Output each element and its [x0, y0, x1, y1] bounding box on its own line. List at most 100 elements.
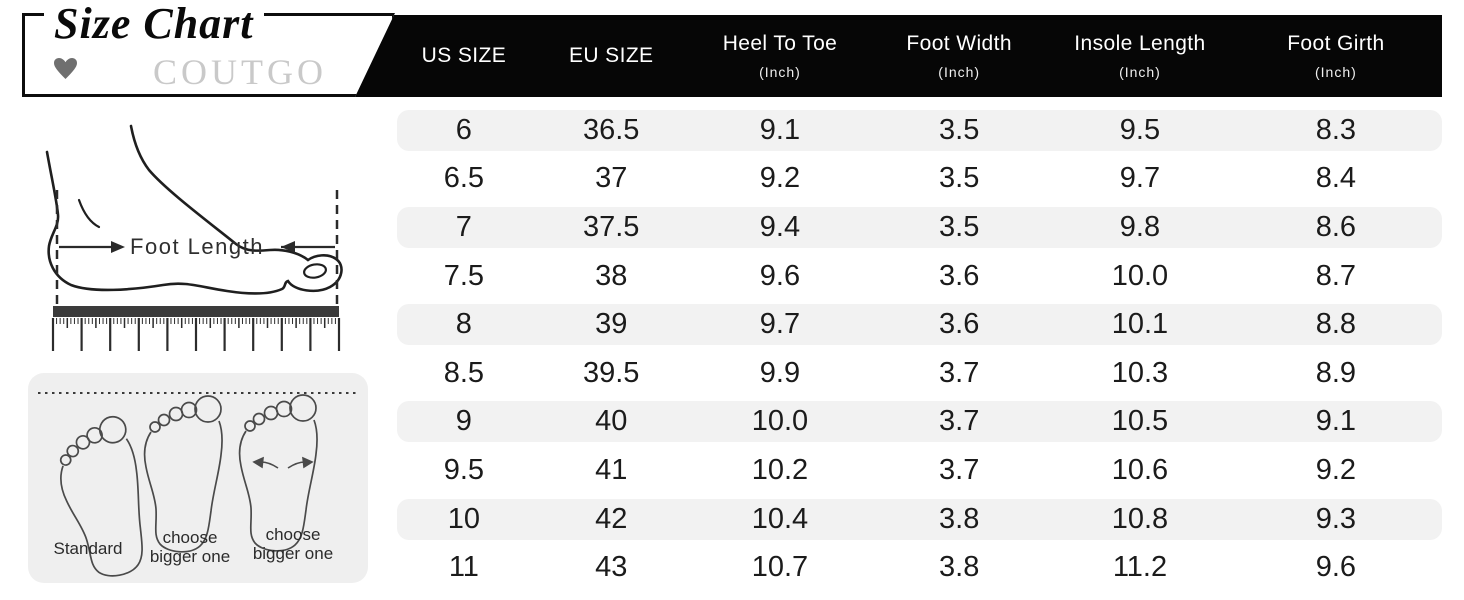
- table-row: 9.5 41 10.2 3.7 10.6 9.2: [397, 450, 1442, 491]
- table-cell: 3.5: [939, 113, 980, 146]
- table-cell: 10.4: [751, 502, 809, 535]
- table-cell: 3.7: [939, 356, 980, 389]
- table-cell: 3.7: [939, 453, 980, 486]
- table-cell: 8: [455, 308, 472, 341]
- header-unit-label: (Inch): [759, 64, 801, 80]
- fit-label-standard: Standard: [53, 539, 123, 558]
- fit-label-choose-bigger-1: choose bigger one: [149, 528, 231, 566]
- table-cell: 3.7: [939, 405, 980, 438]
- size-table-body: 6 36.5 9.1 3.5 9.5 8.3 6.5 37 9.2 3.5 9.7 8.4 7 37.5 9…: [397, 106, 1442, 592]
- table-header-row: US SIZE EU SIZE Heel To Toe (Inch) Foot Widt…: [397, 15, 1442, 97]
- arrow-left-icon: [281, 241, 295, 253]
- table-cell: 9.5: [1119, 113, 1161, 146]
- header-cell-foot-width: Foot Width (Inch): [868, 15, 1050, 97]
- table-cell: 10.7: [751, 551, 809, 584]
- table-cell: 9.6: [759, 259, 801, 292]
- header-unit-label: (Inch): [938, 64, 981, 80]
- table-cell: 10.2: [751, 453, 809, 486]
- table-cell: 9.2: [1315, 453, 1357, 486]
- table-cell: 7.5: [443, 259, 485, 292]
- ruler-icon: [51, 306, 341, 351]
- foot-length-label: Foot Length: [130, 234, 264, 259]
- table-cell: 3.8: [939, 502, 980, 535]
- table-cell: 40: [595, 405, 628, 438]
- table-row: 7.5 38 9.6 3.6 10.0 8.7: [397, 256, 1442, 297]
- arrow-right-icon: [111, 241, 125, 253]
- foot-length-diagram: Foot Length: [45, 124, 343, 351]
- table-cell: 37: [595, 162, 628, 195]
- header-cell-eu-size: EU SIZE: [531, 15, 692, 97]
- table-row: 10 42 10.4 3.8 10.8 9.3: [397, 498, 1442, 540]
- table-cell: 9.3: [1315, 502, 1357, 535]
- header-unit-label: (Inch): [1119, 64, 1161, 80]
- table-cell: 10.6: [1111, 453, 1169, 486]
- table-cell: 9.7: [1119, 162, 1161, 195]
- fit-guide-panel: Standard choose bigger one choose bigger…: [28, 373, 368, 585]
- table-row: 8 39 9.7 3.6 10.1 8.8: [397, 304, 1442, 346]
- table-cell: 8.9: [1315, 356, 1357, 389]
- table-cell: 11: [448, 551, 479, 584]
- table-cell: 41: [595, 453, 628, 486]
- fit-guide-diagram: [38, 392, 356, 585]
- table-cell: 9.7: [759, 308, 801, 341]
- header-label: EU SIZE: [568, 44, 654, 67]
- table-cell: 3.6: [939, 259, 980, 292]
- table-cell: 9.8: [1119, 210, 1161, 243]
- table-cell: 9.6: [1315, 551, 1357, 584]
- header-cell-us-size: US SIZE: [397, 15, 531, 97]
- header-label: Insole Length: [1074, 32, 1206, 55]
- table-cell: 3.5: [939, 162, 980, 195]
- table-cell: 10.0: [751, 405, 809, 438]
- header-cell-foot-girth: Foot Girth (Inch): [1230, 15, 1442, 97]
- table-cell: 8.7: [1315, 259, 1357, 292]
- header-unit-label: (Inch): [1314, 64, 1357, 80]
- table-cell: 6: [455, 113, 472, 146]
- table-cell: 3.5: [939, 210, 980, 243]
- table-cell: 10.3: [1111, 356, 1169, 389]
- table-cell: 9.4: [759, 210, 801, 243]
- table-cell: 3.6: [939, 308, 980, 341]
- header-cell-insole-length: Insole Length (Inch): [1050, 15, 1230, 97]
- table-row: 11 43 10.7 3.8 11.2 9.6: [397, 547, 1442, 588]
- brand-name: COUTGO: [153, 52, 327, 92]
- table-row: 6 36.5 9.1 3.5 9.5 8.3: [397, 109, 1442, 151]
- table-cell: 8.8: [1315, 308, 1357, 341]
- table-header-band: [353, 15, 1442, 97]
- table-cell: 9.1: [759, 113, 801, 146]
- table-cell: 8.5: [443, 356, 485, 389]
- table-cell: 10.8: [1111, 502, 1169, 535]
- header-label: Foot Width: [906, 32, 1012, 55]
- table-cell: 9.5: [443, 453, 485, 486]
- table-cell: 9.9: [759, 356, 801, 389]
- table-row: 6.5 37 9.2 3.5 9.7 8.4: [397, 158, 1442, 199]
- table-cell: 43: [595, 551, 628, 584]
- header-cell-heel-to-toe: Heel To Toe (Inch): [692, 15, 869, 97]
- foot-outline-icon: [45, 124, 343, 295]
- header-label: Foot Girth: [1287, 32, 1385, 55]
- table-cell: 38: [595, 259, 628, 292]
- table-cell: 3.8: [939, 551, 980, 584]
- table-cell: 36.5: [582, 113, 640, 146]
- table-row: 7 37.5 9.4 3.5 9.8 8.6: [397, 206, 1442, 248]
- table-cell: 10: [447, 502, 480, 535]
- table-cell: 39.5: [582, 356, 640, 389]
- table-cell: 8.6: [1315, 210, 1357, 243]
- table-cell: 9: [455, 405, 472, 438]
- fit-label-choose-bigger-2: choose bigger one: [252, 525, 334, 563]
- width-arrows-icon: [252, 456, 314, 469]
- table-cell: 9.1: [1315, 405, 1357, 438]
- table-cell: 8.4: [1315, 162, 1357, 195]
- table-cell: 42: [595, 502, 628, 535]
- table-cell: 37.5: [582, 210, 640, 243]
- heart-icon: [52, 57, 79, 85]
- table-cell: 8.3: [1315, 113, 1357, 146]
- table-row: 9 40 10.0 3.7 10.5 9.1: [397, 401, 1442, 443]
- table-cell: 7: [455, 210, 472, 243]
- header-label: US SIZE: [421, 44, 507, 67]
- table-cell: 10.5: [1111, 405, 1169, 438]
- header-label: Heel To Toe: [722, 32, 838, 55]
- table-cell: 10.0: [1111, 259, 1169, 292]
- table-cell: 9.2: [759, 162, 801, 195]
- table-row: 8.5 39.5 9.9 3.7 10.3 8.9: [397, 353, 1442, 394]
